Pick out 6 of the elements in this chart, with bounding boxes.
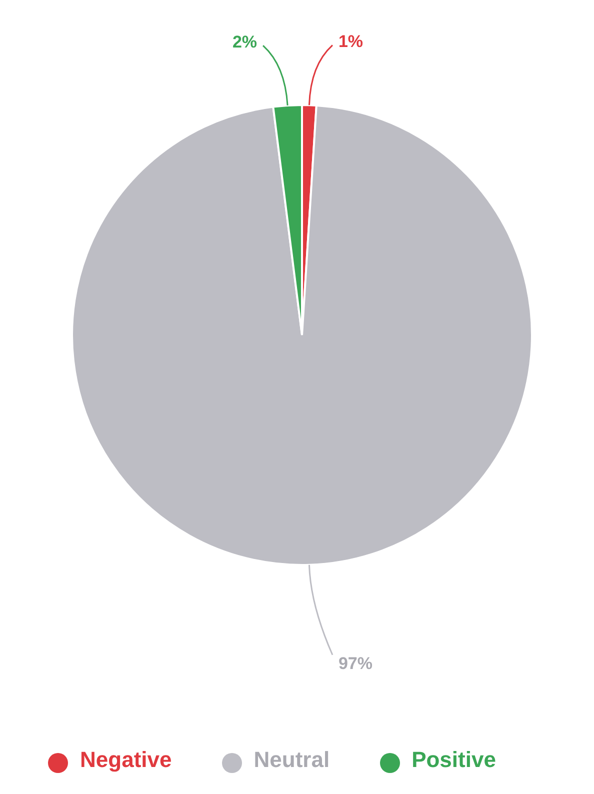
data-label: 97%	[338, 654, 373, 673]
data-label: 2%	[232, 32, 258, 52]
legend-label: Neutral	[254, 746, 330, 772]
legend-label: Negative	[80, 746, 172, 772]
data-label: 1%	[338, 32, 364, 52]
legend-label: Positive	[412, 746, 496, 772]
